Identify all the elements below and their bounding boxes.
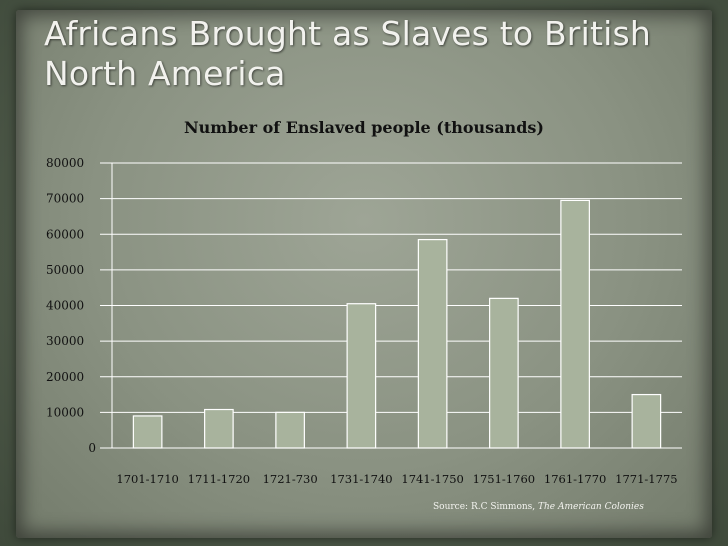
y-tick-label: 60000 — [46, 227, 84, 241]
x-tick-label: 1741-1750 — [401, 472, 463, 486]
chart-title: Number of Enslaved people (thousands) — [184, 118, 544, 137]
source-note: Source: R.C Simmons, The American Coloni… — [433, 502, 644, 512]
y-tick-label: 30000 — [46, 334, 84, 348]
source-book-title: The American Colonies — [538, 502, 644, 512]
y-tick-label: 50000 — [46, 263, 84, 277]
x-tick-label: 1701-1710 — [116, 472, 178, 486]
slide-title-line-2: North America — [44, 54, 286, 93]
x-tick-label: 1771-1775 — [615, 472, 677, 486]
bar — [132, 415, 163, 449]
bar — [204, 408, 234, 449]
y-tick-label: 80000 — [46, 156, 84, 170]
y-tick-label: 10000 — [46, 405, 84, 419]
y-tick-label: 20000 — [46, 370, 84, 384]
bar — [560, 199, 590, 449]
slide-title: Africans Brought as Slaves to British No… — [44, 14, 684, 94]
y-tick-label: 0 — [88, 441, 96, 455]
content-panel — [16, 10, 712, 538]
y-tick-label: 70000 — [46, 192, 84, 206]
bar — [489, 297, 519, 449]
x-tick-label: 1731-1740 — [330, 472, 392, 486]
x-tick-label: 1721-730 — [263, 472, 318, 486]
y-tick-label: 40000 — [46, 299, 84, 313]
x-tick-label: 1711-1720 — [188, 472, 250, 486]
source-prefix: Source: R.C Simmons, — [433, 502, 538, 512]
slide-title-line-1: Africans Brought as Slaves to British — [44, 14, 651, 53]
x-tick-label: 1761-1770 — [544, 472, 606, 486]
x-tick-label: 1751-1760 — [473, 472, 535, 486]
bar — [631, 393, 662, 449]
bar — [346, 303, 377, 449]
bar — [275, 411, 305, 449]
bar — [417, 238, 448, 449]
